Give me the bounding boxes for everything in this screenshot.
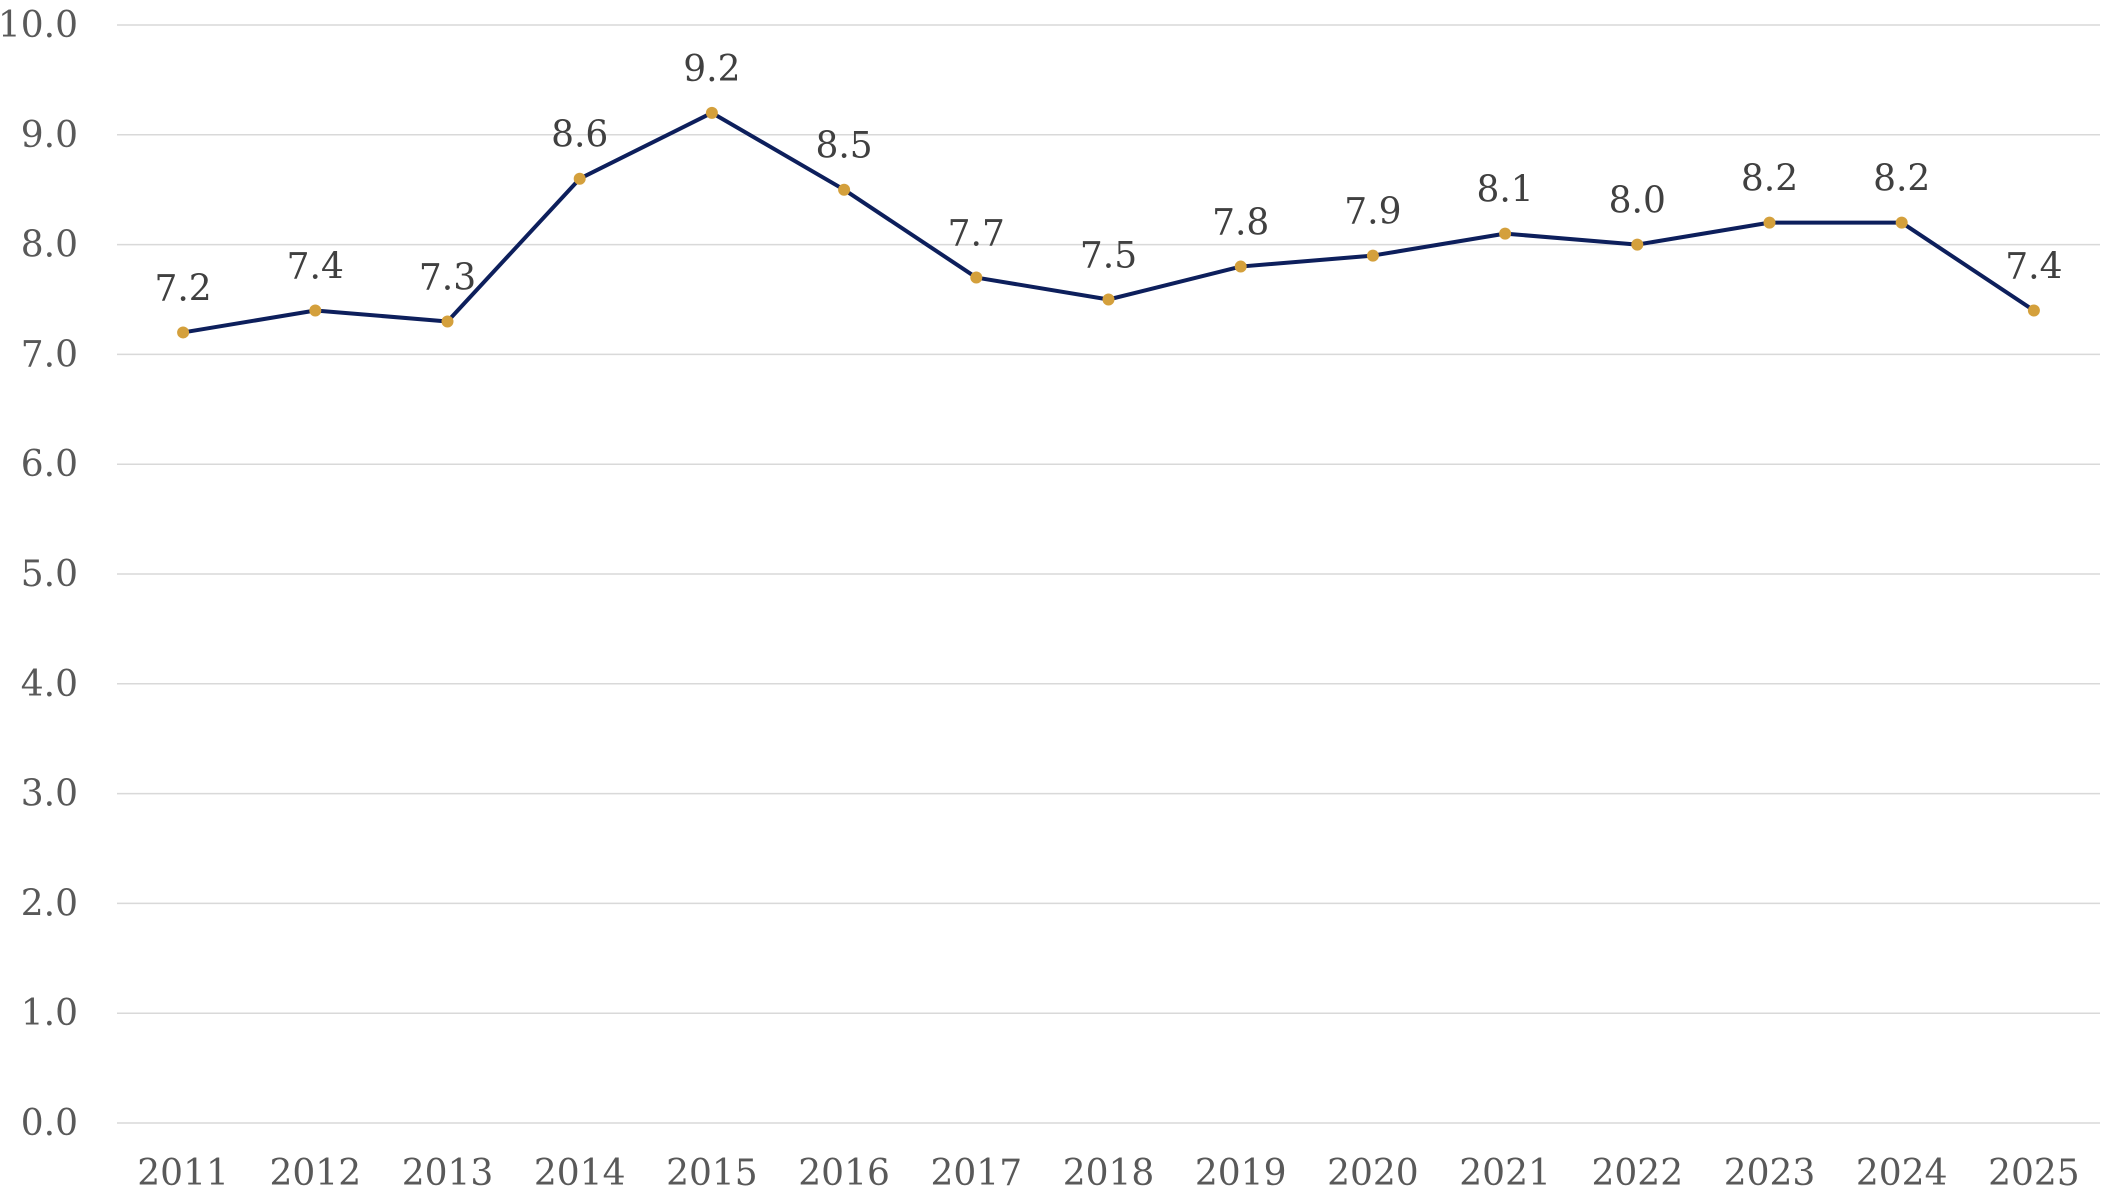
data-labels: 7.2 7.4 7.3 8.6 9.2 8.5 7.7 7.5 7.8 7.9 8.1 8.0 8.2 8…: [154, 49, 2062, 310]
data-label-2014: 8.6: [551, 115, 608, 156]
data-point-2012: [309, 304, 322, 317]
x-tick-label: 2017: [930, 1153, 1022, 1194]
data-label-2019: 7.8: [1212, 203, 1269, 244]
x-tick-label: 2025: [1988, 1153, 2080, 1194]
x-tick-label: 2022: [1591, 1153, 1683, 1194]
y-tick-label: 9.0: [21, 115, 78, 156]
x-tick-label: 2020: [1327, 1153, 1419, 1194]
data-point-2017: [970, 271, 983, 284]
data-points: [177, 106, 2040, 339]
data-label-2012: 7.4: [287, 246, 344, 287]
y-tick-label: 8.0: [21, 225, 78, 266]
data-point-2016: [838, 183, 851, 196]
data-point-2013: [441, 315, 454, 328]
gridlines: [117, 24, 2100, 1124]
data-point-2014: [573, 172, 586, 185]
data-point-2015: [705, 106, 718, 119]
y-tick-label: 0.0: [21, 1103, 78, 1144]
data-label-2015: 9.2: [683, 49, 740, 90]
y-tick-label: 1.0: [21, 993, 78, 1034]
x-tick-label: 2023: [1724, 1153, 1816, 1194]
data-label-2021: 8.1: [1476, 170, 1533, 211]
y-tick-label: 10.0: [0, 5, 78, 46]
data-point-2025: [2027, 304, 2040, 317]
x-tick-label: 2011: [137, 1153, 229, 1194]
x-tick-label: 2016: [798, 1153, 890, 1194]
data-label-2011: 7.2: [154, 268, 211, 309]
x-tick-label: 2013: [402, 1153, 494, 1194]
data-label-2024: 8.2: [1873, 159, 1930, 200]
data-point-2019: [1234, 260, 1247, 273]
x-tick-label: 2014: [534, 1153, 626, 1194]
data-label-2017: 7.7: [948, 214, 1005, 255]
x-tick-label: 2018: [1063, 1153, 1155, 1194]
y-tick-label: 5.0: [21, 554, 78, 595]
y-tick-label: 6.0: [21, 444, 78, 485]
data-label-2020: 7.9: [1344, 192, 1401, 233]
x-tick-label: 2015: [666, 1153, 758, 1194]
data-label-2022: 8.0: [1609, 181, 1666, 222]
y-axis-tick-labels: 0.0 1.0 2.0 3.0 4.0 5.0 6.0 7.0 8.0 9.0 10.0: [0, 5, 78, 1144]
x-tick-label: 2019: [1195, 1153, 1287, 1194]
x-tick-label: 2021: [1459, 1153, 1551, 1194]
y-tick-label: 4.0: [21, 664, 78, 705]
data-point-2024: [1895, 216, 1908, 229]
x-tick-label: 2012: [269, 1153, 361, 1194]
data-label-2016: 8.5: [815, 126, 872, 167]
y-tick-label: 7.0: [21, 334, 78, 375]
data-point-2020: [1366, 249, 1379, 262]
x-axis-tick-labels: 2011 2012 2013 2014 2015 2016 2017 2018 2019 2020…: [137, 1153, 2079, 1194]
x-tick-label: 2024: [1856, 1153, 1948, 1194]
data-label-2023: 8.2: [1741, 159, 1798, 200]
data-label-2025: 7.4: [2005, 246, 2062, 287]
data-point-2018: [1102, 293, 1115, 306]
data-point-2011: [177, 326, 190, 339]
y-tick-label: 2.0: [21, 883, 78, 924]
data-point-2021: [1499, 227, 1512, 240]
data-label-2018: 7.5: [1080, 236, 1137, 277]
y-tick-label: 3.0: [21, 774, 78, 815]
data-label-2013: 7.3: [419, 257, 476, 298]
data-point-2022: [1631, 238, 1644, 251]
data-point-2023: [1763, 216, 1776, 229]
